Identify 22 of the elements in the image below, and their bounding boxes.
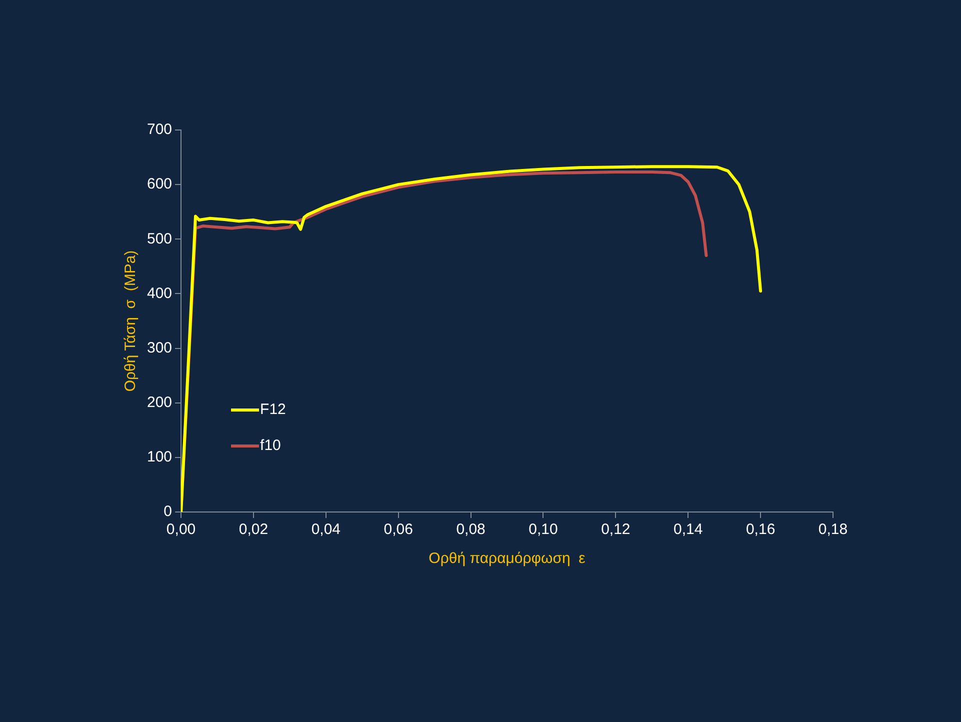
y-tick-label: 0	[164, 503, 172, 520]
x-tick-label: 0,10	[528, 521, 558, 538]
y-tick-label: 700	[146, 121, 172, 138]
y-tick-label: 200	[146, 394, 172, 411]
x-tick-label: 0,04	[311, 521, 341, 538]
x-tick-label: 0,06	[384, 521, 413, 538]
y-axis-title: Ορθή Τάση σ (MPa)	[122, 250, 140, 392]
x-axis-title: Ορθή παραμόρφωση ε	[428, 550, 586, 568]
y-tick-label: 300	[146, 339, 172, 356]
x-tick-label: 0,02	[238, 521, 268, 538]
y-tick-label: 100	[146, 448, 172, 466]
y-tick-label: 600	[146, 176, 172, 193]
x-tick-label: 0,08	[456, 521, 486, 538]
x-tick-label: 0,14	[674, 521, 703, 538]
x-tick-label: 0,12	[601, 521, 630, 538]
x-tick-label: 0,00	[166, 521, 196, 538]
x-tick-label: 0,16	[746, 521, 776, 538]
y-tick-label: 400	[146, 284, 172, 302]
x-tick-label: 0,18	[818, 521, 848, 538]
legend-label: F12	[260, 401, 286, 418]
y-tick-label: 500	[146, 230, 172, 248]
legend-label: f10	[260, 437, 281, 454]
